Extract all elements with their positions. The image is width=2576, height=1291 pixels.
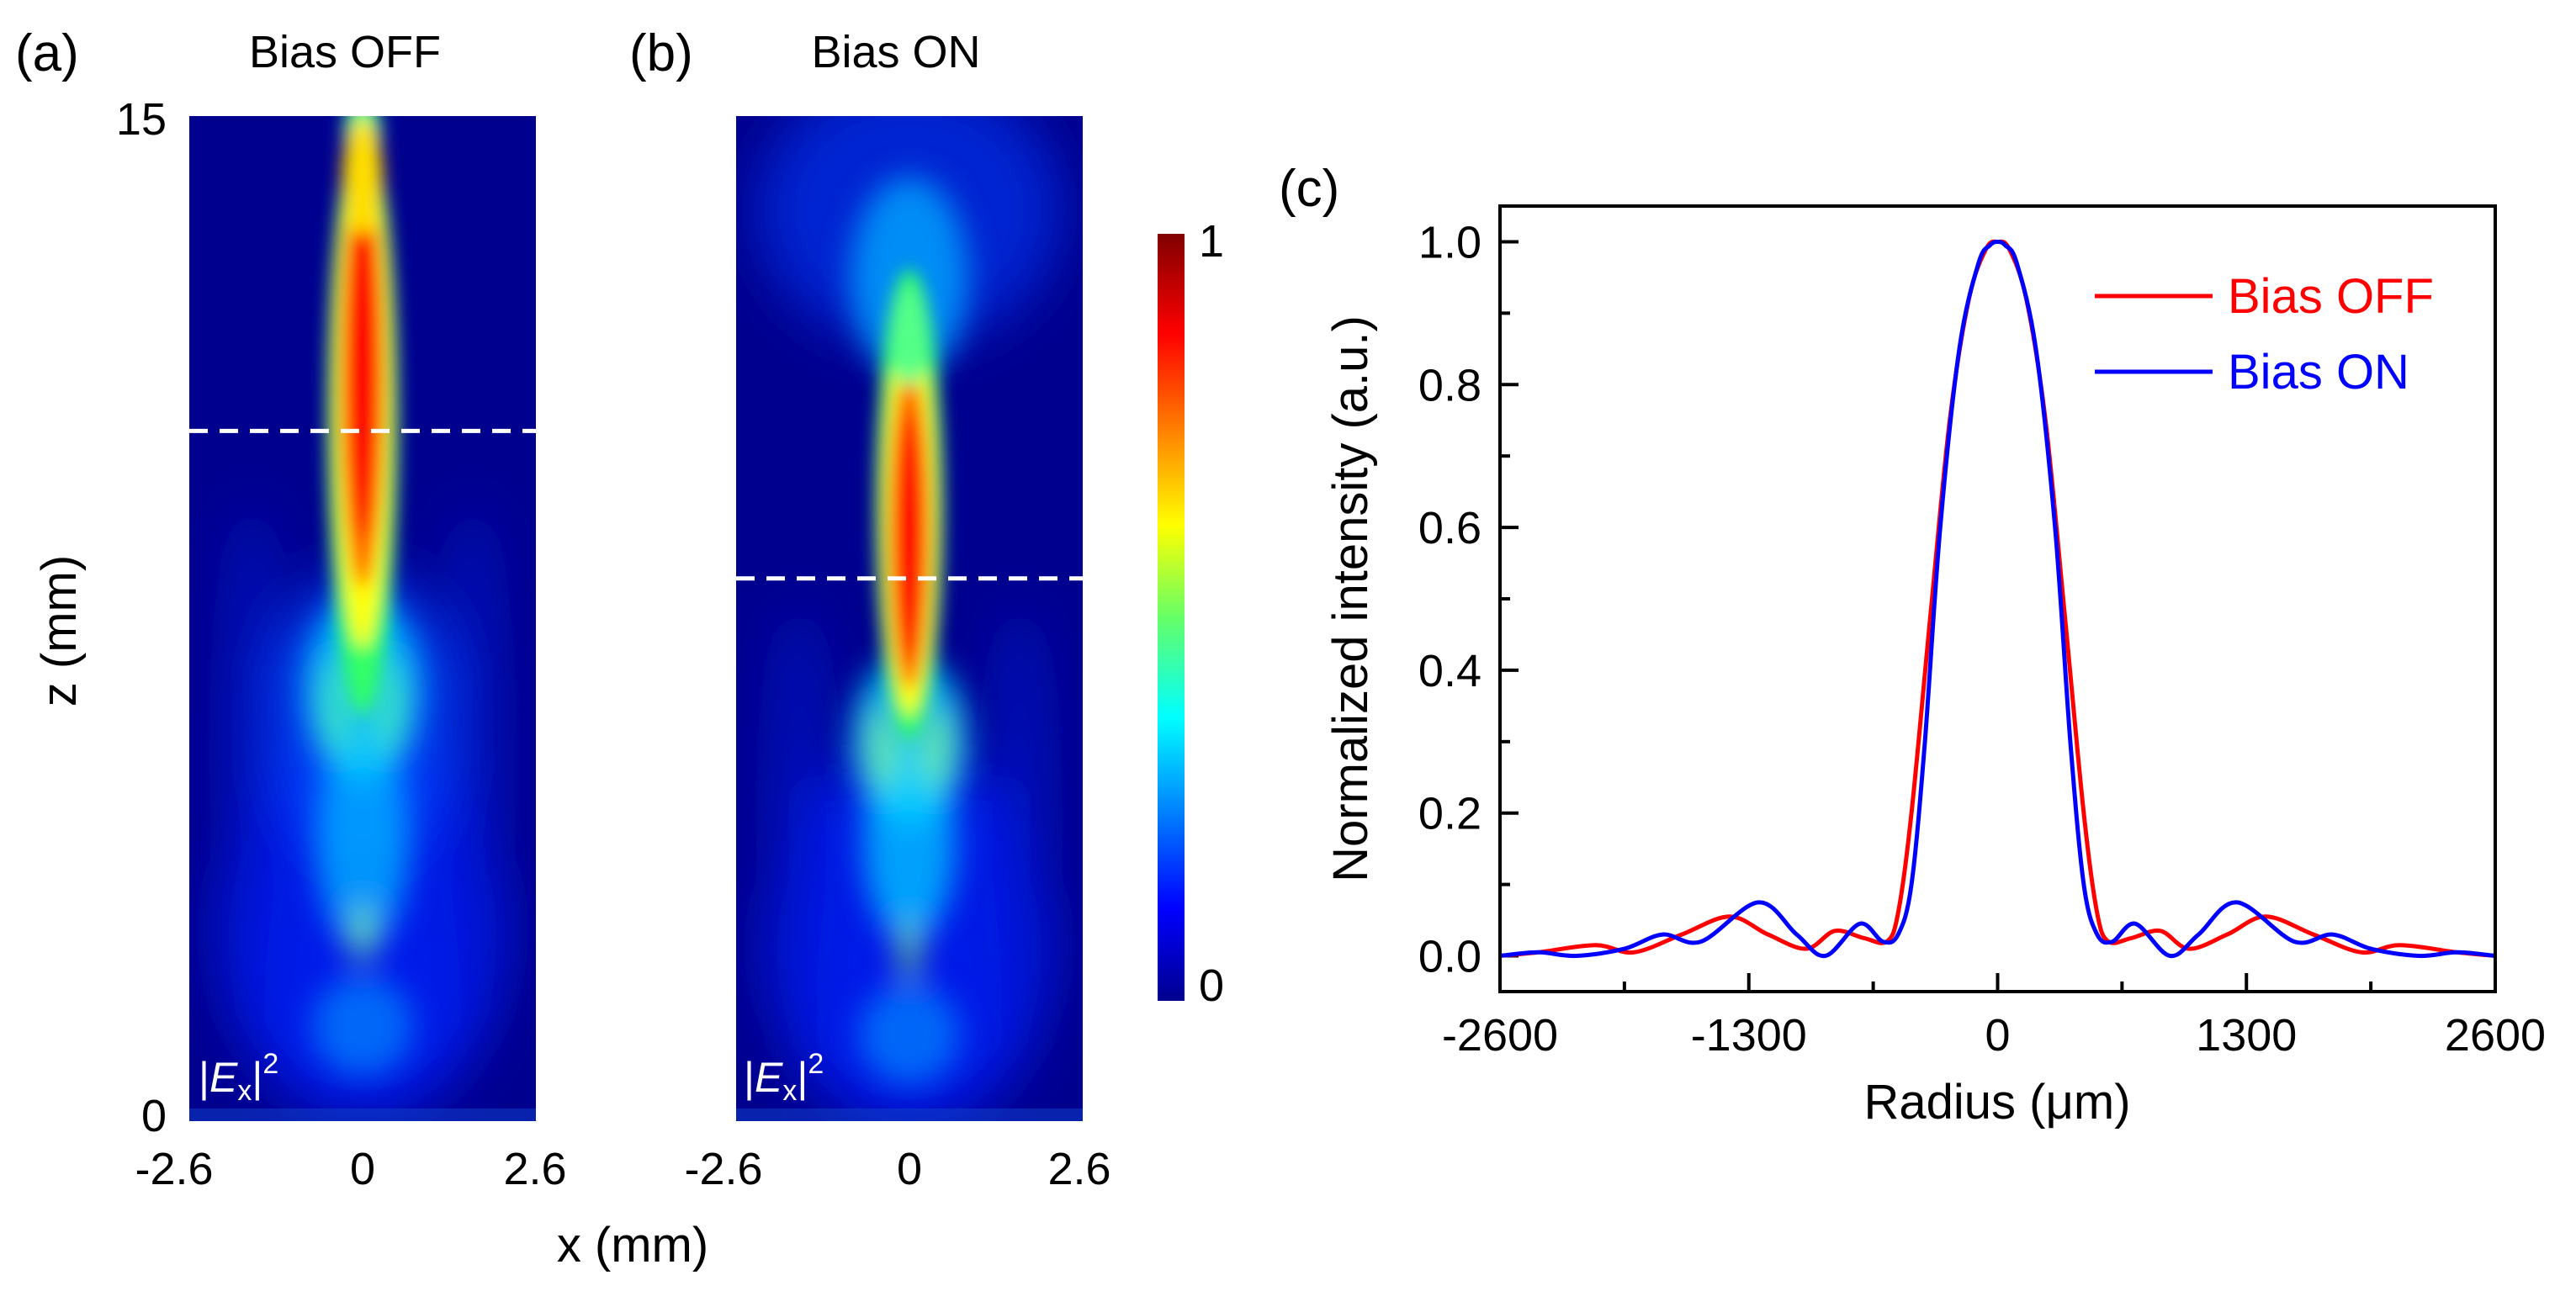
panel-b-title: Bias ON <box>811 27 980 77</box>
heatmap-b-xtick-right: 2.6 <box>1047 1144 1110 1194</box>
heatmap-xlabel: x (mm) <box>557 1218 708 1272</box>
heatmap-b-xtick-left: -2.6 <box>684 1144 762 1194</box>
heatmap-a-xtick-center: 0 <box>350 1144 375 1194</box>
panel-b: (b) Bias ON <box>629 24 1111 1194</box>
legend-label-bias-on: Bias ON <box>2228 345 2409 399</box>
panel-c: (c) -2600 -1300 0 1300 2600 0.0 0.2 0.4 0.6 0.8 1.… <box>1279 160 2546 1130</box>
heatmap-a-ytick-top: 15 <box>116 94 167 145</box>
colorbar-tick-max: 1 <box>1199 216 1224 267</box>
line-chart-c-series <box>1499 239 2496 959</box>
line-chart-c-legend: Bias OFF Bias ON <box>2095 269 2434 399</box>
heatmap-a-xtick-left: -2.6 <box>135 1144 213 1194</box>
series-line-bias-on <box>1499 240 2496 959</box>
heatmap-a <box>189 116 536 1121</box>
panel-a: (a) Bias OFF <box>15 24 567 1194</box>
colorbar-tick-min: 0 <box>1199 960 1224 1011</box>
panel-c-label: (c) <box>1279 160 1339 218</box>
line-chart-c-frame <box>1498 204 2497 993</box>
x-tick-label: 1300 <box>2196 1010 2297 1061</box>
heatmap-a-bottom-noise <box>189 1108 536 1121</box>
x-tick-label: -2600 <box>1442 1010 1558 1061</box>
line-chart-c: -2600 -1300 0 1300 2600 0.0 0.2 0.4 0.6 0.8 1.0 Ra… <box>1323 204 2546 1130</box>
x-tick-label: 0 <box>1985 1010 2010 1061</box>
y-tick-label: 1.0 <box>1418 217 1481 267</box>
y-tick-label: 0.6 <box>1418 503 1481 553</box>
heatmap-a-xtick-right: 2.6 <box>503 1144 566 1194</box>
heatmap-a-ylabel: z (mm) <box>32 555 87 706</box>
y-tick-label: 0.2 <box>1418 789 1481 839</box>
y-tick-label: 0.8 <box>1418 360 1481 410</box>
panel-a-label: (a) <box>15 24 79 82</box>
panel-a-title: Bias OFF <box>249 27 441 77</box>
panel-b-label: (b) <box>629 24 693 82</box>
heatmap-b <box>736 116 1083 1121</box>
x-tick-label: 2600 <box>2445 1010 2546 1061</box>
x-tick-label: -1300 <box>1691 1010 1807 1061</box>
line-chart-c-xlabel: Radius (μm) <box>1863 1075 2130 1130</box>
colorbar-gradient <box>1158 234 1185 1001</box>
heatmap-b-xtick-center: 0 <box>897 1144 922 1194</box>
line-chart-c-ylabel: Normalized intensity (a.u.) <box>1323 315 1378 882</box>
heatmap-a-ytick-bottom: 0 <box>141 1091 167 1141</box>
y-tick-label: 0.4 <box>1418 646 1481 696</box>
heatmap-b-bottom-noise <box>736 1108 1083 1121</box>
legend-label-bias-off: Bias OFF <box>2228 269 2434 324</box>
line-chart-c-tick-labels: -2600 -1300 0 1300 2600 0.0 0.2 0.4 0.6 0.8 1.0 <box>1418 217 2546 1061</box>
y-tick-label: 0.0 <box>1418 932 1481 982</box>
colorbar: 1 0 <box>1158 216 1224 1011</box>
